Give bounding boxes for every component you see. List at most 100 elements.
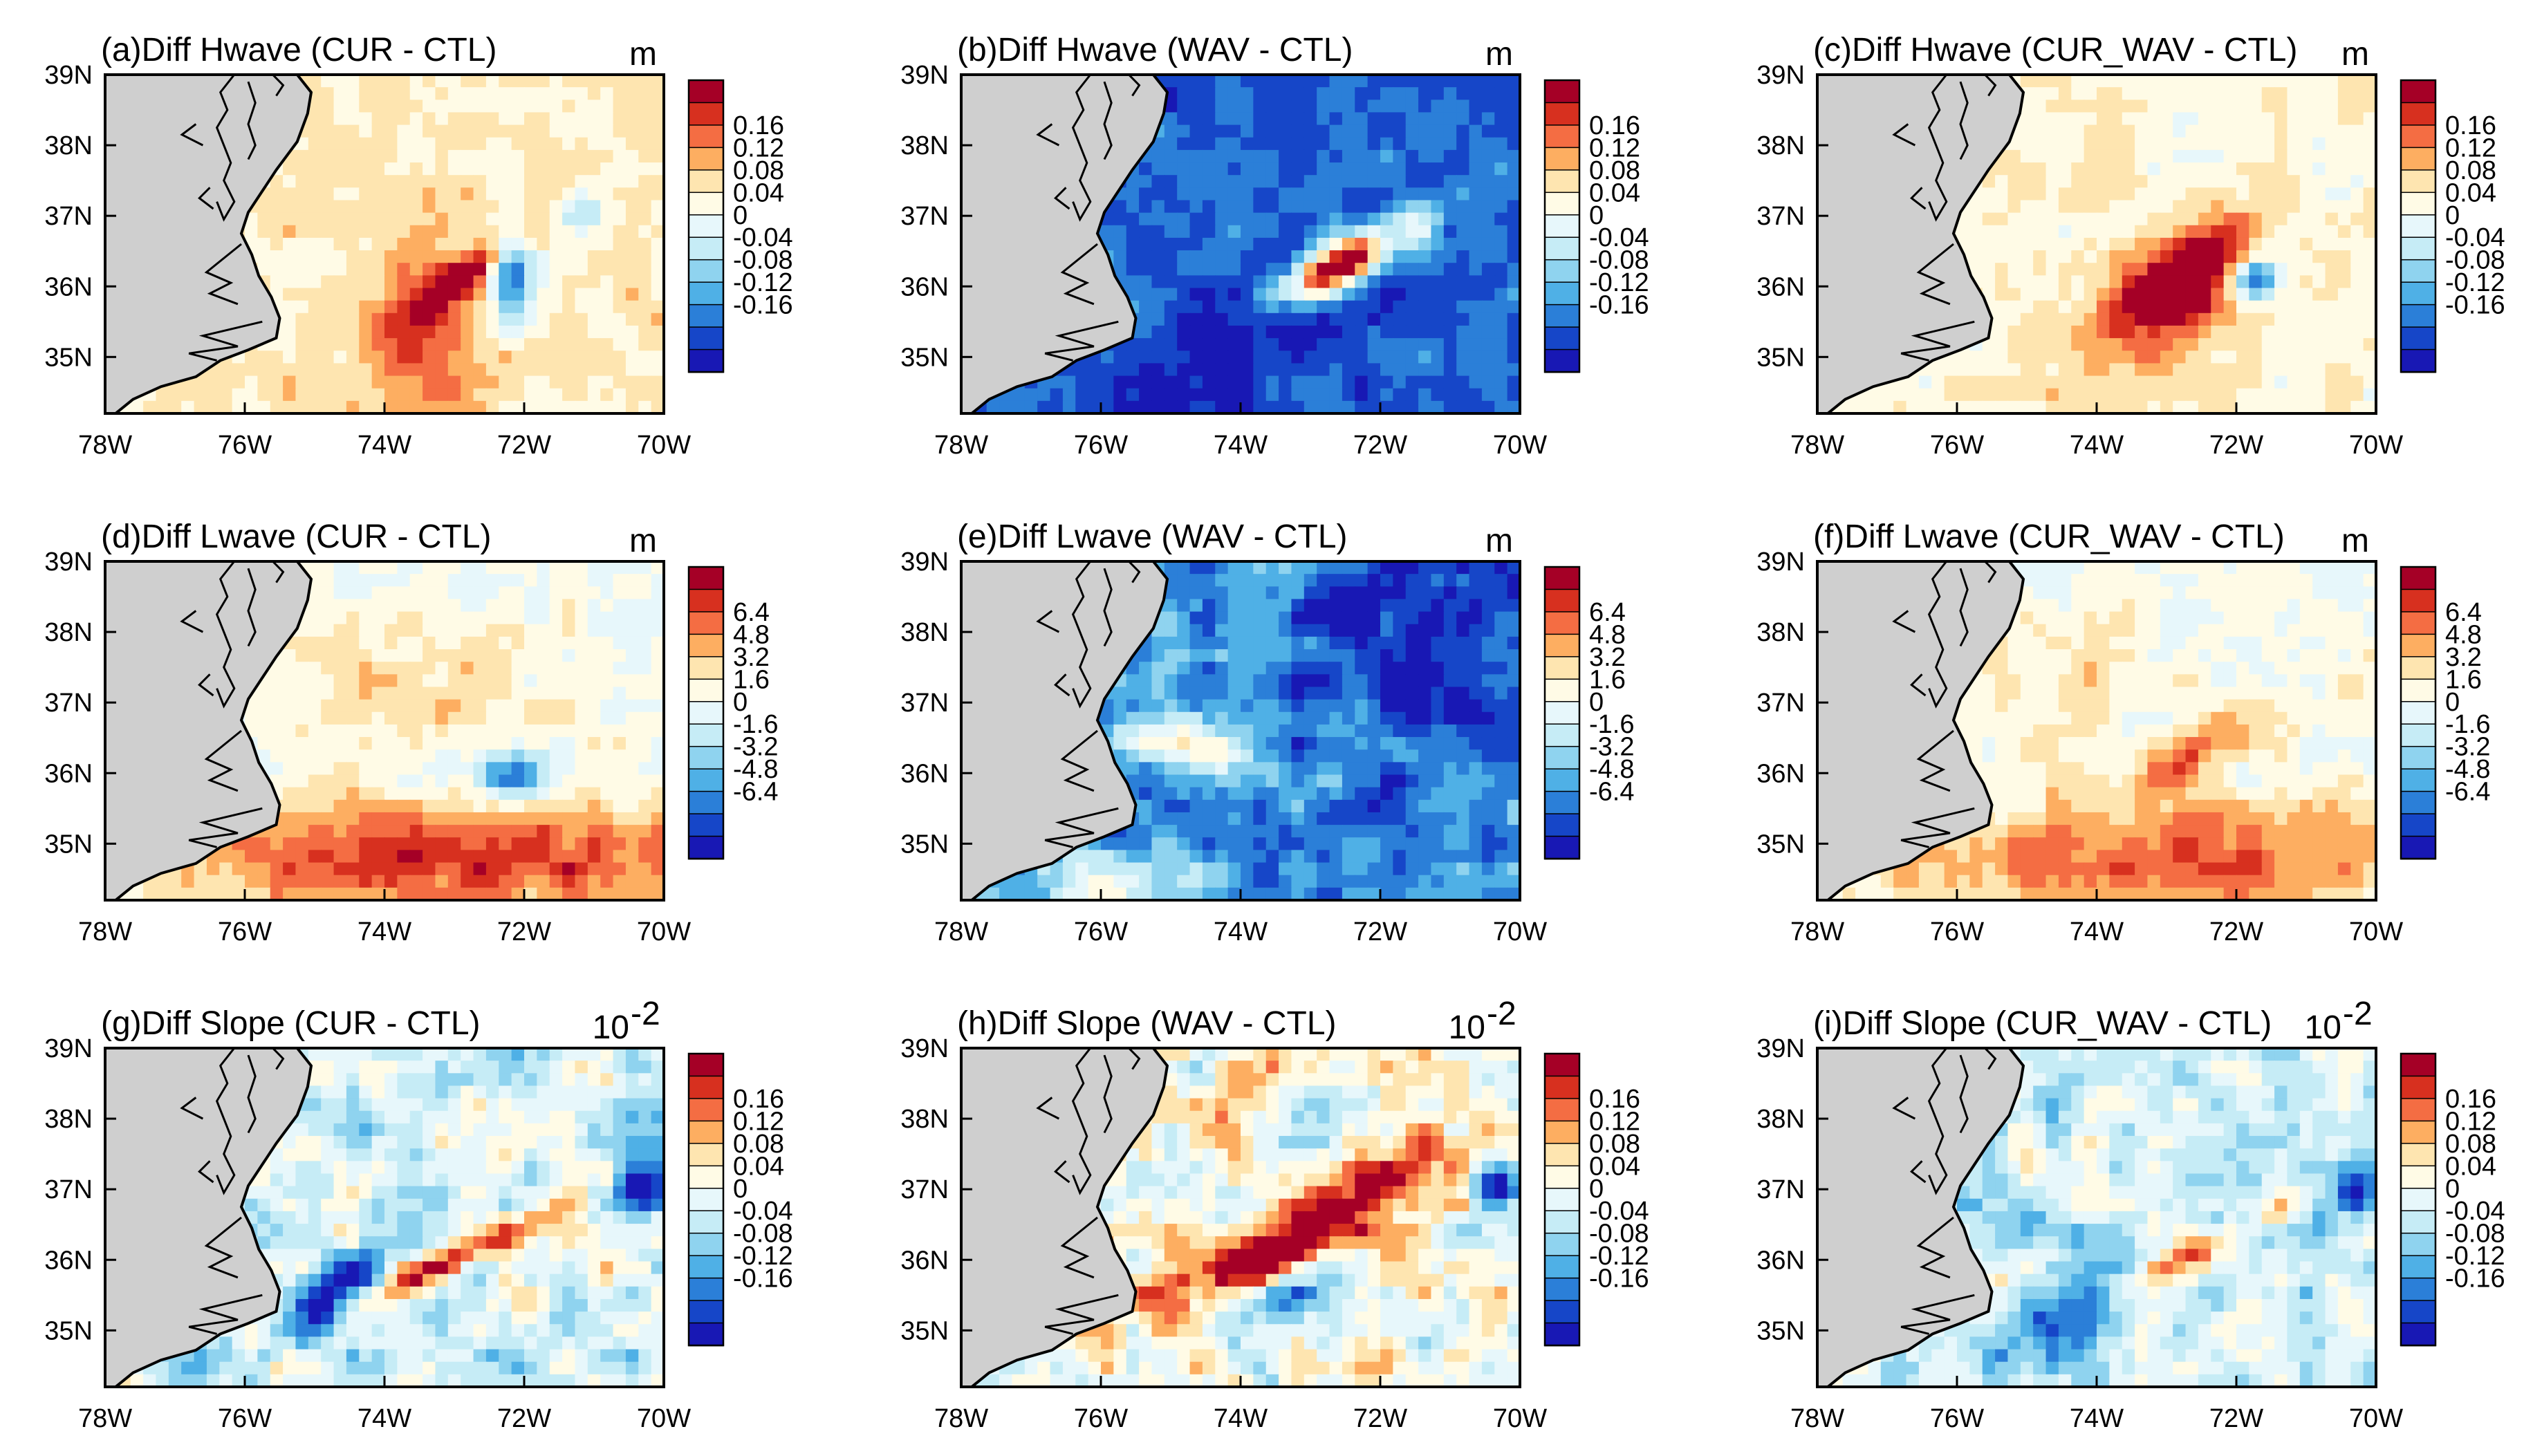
field-cell — [485, 611, 500, 625]
field-cell — [346, 699, 360, 713]
field-cell — [1380, 187, 1394, 201]
field-cell — [2071, 375, 2085, 389]
field-cell — [1126, 263, 1140, 277]
field-cell — [1405, 187, 1419, 201]
field-cell — [2135, 137, 2149, 151]
field-cell — [2236, 187, 2250, 201]
field-cell — [359, 175, 373, 189]
field-cell — [1202, 237, 1216, 251]
field-cell — [562, 812, 576, 825]
field-cell — [1177, 225, 1191, 239]
field-cell — [613, 599, 627, 613]
field-cell — [194, 375, 207, 389]
field-cell — [423, 862, 436, 876]
field-cell — [499, 351, 512, 364]
field-cell — [219, 875, 233, 888]
field-cell — [562, 175, 576, 189]
y-tick-label: 35N — [44, 343, 93, 372]
field-cell — [575, 237, 588, 251]
field-cell — [485, 687, 500, 700]
field-cell — [397, 774, 411, 788]
field-cell — [1177, 200, 1191, 214]
field-cell — [1418, 175, 1432, 189]
field-cell — [1431, 87, 1445, 101]
field-cell — [2097, 275, 2110, 289]
field-cell — [2033, 300, 2047, 314]
field-cell — [1944, 375, 1958, 389]
field-cell — [511, 300, 525, 314]
field-cell — [524, 561, 538, 575]
field-cell — [1367, 162, 1381, 176]
field-cell — [295, 887, 309, 900]
field-cell — [321, 737, 335, 751]
field-cell — [2071, 112, 2085, 126]
field-cell — [999, 400, 1013, 413]
field-cell — [651, 687, 664, 700]
field-cell — [397, 787, 411, 801]
bay-shoreline — [1128, 75, 1141, 97]
field-cell — [1265, 137, 1279, 151]
field-cell — [1291, 351, 1305, 364]
field-cell — [549, 762, 563, 776]
field-cell — [2084, 300, 2097, 314]
field-cell — [447, 711, 461, 725]
field-cell — [651, 200, 664, 214]
field-cell — [2135, 375, 2149, 389]
field-cell — [549, 149, 563, 163]
field-cell — [2261, 275, 2275, 289]
field-cell — [270, 338, 284, 352]
field-cell — [2249, 212, 2263, 226]
field-cell — [447, 200, 461, 214]
colorbar-tick-label: 3.2 — [733, 643, 770, 672]
field-cell — [1126, 375, 1140, 389]
field-cell — [359, 737, 373, 751]
field-cell — [2097, 149, 2110, 163]
field-cell — [499, 662, 512, 675]
field-cell — [1164, 275, 1178, 289]
field-cell — [1329, 124, 1343, 138]
field-cell — [1380, 175, 1394, 189]
field-cell — [1418, 400, 1432, 413]
field-cell — [1469, 388, 1483, 402]
field-cell — [575, 149, 588, 163]
field-cell — [1303, 187, 1317, 201]
field-cell — [321, 112, 335, 126]
field-cell — [1355, 263, 1368, 277]
field-cell — [2185, 312, 2199, 326]
land-mask — [105, 75, 311, 413]
field-cell — [1329, 225, 1343, 239]
field-cell — [1215, 312, 1229, 326]
field-cell — [1355, 275, 1368, 289]
field-cell — [2173, 87, 2187, 101]
field-cell — [613, 363, 627, 377]
field-cell — [1189, 351, 1203, 364]
field-cell — [1139, 225, 1153, 239]
field-cell — [511, 674, 525, 688]
field-cell — [2097, 100, 2110, 113]
field-cell — [2147, 325, 2161, 339]
field-cell — [2071, 263, 2085, 277]
field-cell — [1164, 162, 1178, 176]
field-cell — [2350, 162, 2364, 176]
field-cell — [2020, 275, 2034, 289]
field-cell — [397, 599, 411, 613]
field-cell — [2236, 162, 2250, 176]
field-cell — [384, 611, 398, 625]
colorbar-swatch — [688, 348, 724, 373]
field-cell — [257, 400, 271, 413]
field-cell — [397, 586, 411, 600]
field-cell — [2223, 388, 2237, 402]
field-cell — [549, 850, 563, 864]
colorbar-tick-label: -0.04 — [1589, 223, 1649, 252]
field-cell — [2097, 137, 2110, 151]
field-cell — [2261, 237, 2275, 251]
field-cell — [562, 87, 576, 101]
colorbar-tick-label: 0.04 — [1589, 178, 1640, 207]
field-cell — [511, 112, 525, 126]
field-cell — [2363, 325, 2376, 339]
field-cell — [384, 363, 398, 377]
field-cell — [537, 762, 550, 776]
field-cell — [1279, 225, 1292, 239]
field-cell — [2173, 338, 2187, 352]
field-cell — [1227, 87, 1241, 101]
